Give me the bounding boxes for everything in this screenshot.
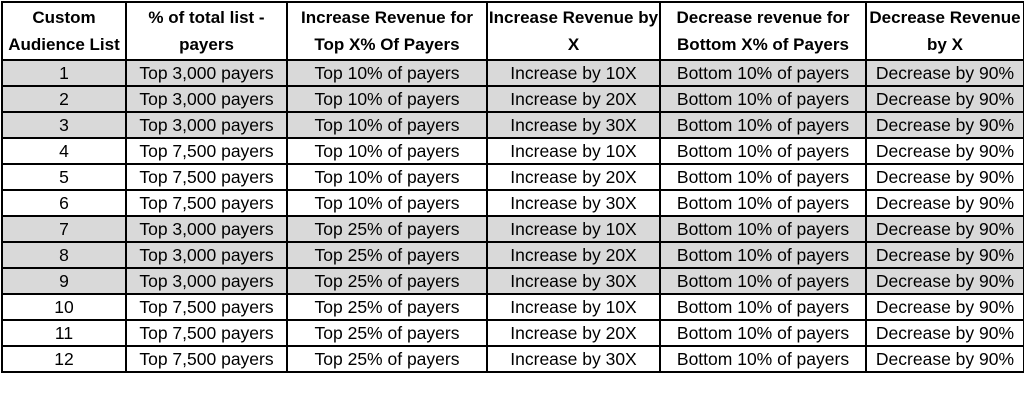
cell-payers-segment: Top 7,500 payers bbox=[125, 189, 288, 217]
cell-increase-top-segment: Top 10% of payers bbox=[286, 111, 488, 139]
cell-audience-list-number: 5 bbox=[1, 163, 127, 191]
cell-decrease-bottom-segment: Bottom 10% of payers bbox=[659, 111, 867, 139]
cell-decrease-amount: Decrease by 90% bbox=[865, 215, 1024, 243]
cell-increase-top-segment: Top 25% of payers bbox=[286, 345, 488, 373]
cell-increase-top-segment: Top 25% of payers bbox=[286, 267, 488, 295]
column-header-percent-of-total-list: % of total list - payers bbox=[125, 1, 288, 61]
table-body: 1 Top 3,000 payers Top 10% of payers Increa… bbox=[1, 59, 1024, 373]
cell-increase-multiplier: Increase by 20X bbox=[486, 241, 661, 269]
cell-audience-list-number: 4 bbox=[1, 137, 127, 165]
cell-decrease-bottom-segment: Bottom 10% of payers bbox=[659, 241, 867, 269]
cell-increase-top-segment: Top 10% of payers bbox=[286, 163, 488, 191]
cell-audience-list-number: 7 bbox=[1, 215, 127, 243]
table-row: 2 Top 3,000 payers Top 10% of payers Increa… bbox=[1, 85, 1024, 113]
table-row: 3 Top 3,000 payers Top 10% of payers Increa… bbox=[1, 111, 1024, 139]
cell-decrease-amount: Decrease by 90% bbox=[865, 345, 1024, 373]
table-row: 5 Top 7,500 payers Top 10% of payers Increa… bbox=[1, 163, 1024, 191]
cell-decrease-amount: Decrease by 90% bbox=[865, 111, 1024, 139]
cell-decrease-amount: Decrease by 90% bbox=[865, 241, 1024, 269]
cell-decrease-bottom-segment: Bottom 10% of payers bbox=[659, 85, 867, 113]
cell-audience-list-number: 12 bbox=[1, 345, 127, 373]
cell-decrease-bottom-segment: Bottom 10% of payers bbox=[659, 293, 867, 321]
cell-increase-top-segment: Top 25% of payers bbox=[286, 215, 488, 243]
cell-decrease-amount: Decrease by 90% bbox=[865, 293, 1024, 321]
cell-decrease-bottom-segment: Bottom 10% of payers bbox=[659, 137, 867, 165]
cell-decrease-amount: Decrease by 90% bbox=[865, 85, 1024, 113]
cell-payers-segment: Top 7,500 payers bbox=[125, 345, 288, 373]
cell-payers-segment: Top 7,500 payers bbox=[125, 293, 288, 321]
column-header-decrease-revenue-by-x: Decrease Revenue by X bbox=[865, 1, 1024, 61]
cell-increase-top-segment: Top 10% of payers bbox=[286, 137, 488, 165]
cell-audience-list-number: 2 bbox=[1, 85, 127, 113]
cell-audience-list-number: 10 bbox=[1, 293, 127, 321]
table-row: 4 Top 7,500 payers Top 10% of payers Increa… bbox=[1, 137, 1024, 165]
cell-increase-multiplier: Increase by 30X bbox=[486, 267, 661, 295]
cell-audience-list-number: 11 bbox=[1, 319, 127, 347]
table-row: 9 Top 3,000 payers Top 25% of payers Increa… bbox=[1, 267, 1024, 295]
cell-decrease-amount: Decrease by 90% bbox=[865, 137, 1024, 165]
cell-increase-top-segment: Top 10% of payers bbox=[286, 85, 488, 113]
cell-payers-segment: Top 7,500 payers bbox=[125, 319, 288, 347]
cell-increase-multiplier: Increase by 20X bbox=[486, 163, 661, 191]
cell-decrease-bottom-segment: Bottom 10% of payers bbox=[659, 267, 867, 295]
column-header-increase-revenue-by-x: Increase Revenue by X bbox=[486, 1, 661, 61]
cell-increase-multiplier: Increase by 10X bbox=[486, 137, 661, 165]
table-row: 10 Top 7,500 payers Top 25% of payers Incre… bbox=[1, 293, 1024, 321]
cell-decrease-amount: Decrease by 90% bbox=[865, 59, 1024, 87]
header-row: Custom Audience List % of total list - p… bbox=[1, 1, 1024, 61]
cell-decrease-amount: Decrease by 90% bbox=[865, 189, 1024, 217]
cell-payers-segment: Top 7,500 payers bbox=[125, 163, 288, 191]
table-row: 7 Top 3,000 payers Top 25% of payers Increa… bbox=[1, 215, 1024, 243]
cell-increase-multiplier: Increase by 10X bbox=[486, 293, 661, 321]
column-header-increase-revenue-top-payers: Increase Revenue for Top X% Of Payers bbox=[286, 1, 488, 61]
cell-increase-top-segment: Top 25% of payers bbox=[286, 293, 488, 321]
table-row: 11 Top 7,500 payers Top 25% of payers Incre… bbox=[1, 319, 1024, 347]
cell-decrease-amount: Decrease by 90% bbox=[865, 267, 1024, 295]
cell-increase-top-segment: Top 10% of payers bbox=[286, 189, 488, 217]
cell-payers-segment: Top 3,000 payers bbox=[125, 241, 288, 269]
cell-increase-top-segment: Top 25% of payers bbox=[286, 319, 488, 347]
table-row: 12 Top 7,500 payers Top 25% of payers Incre… bbox=[1, 345, 1024, 373]
table-row: 1 Top 3,000 payers Top 10% of payers Increa… bbox=[1, 59, 1024, 87]
cell-payers-segment: Top 3,000 payers bbox=[125, 267, 288, 295]
cell-audience-list-number: 6 bbox=[1, 189, 127, 217]
column-header-decrease-revenue-bottom-payers: Decrease revenue for Bottom X% of Payers bbox=[659, 1, 867, 61]
cell-increase-multiplier: Increase by 10X bbox=[486, 59, 661, 87]
cell-decrease-bottom-segment: Bottom 10% of payers bbox=[659, 189, 867, 217]
cell-audience-list-number: 3 bbox=[1, 111, 127, 139]
cell-increase-top-segment: Top 10% of payers bbox=[286, 59, 488, 87]
cell-decrease-bottom-segment: Bottom 10% of payers bbox=[659, 319, 867, 347]
cell-decrease-bottom-segment: Bottom 10% of payers bbox=[659, 163, 867, 191]
cell-increase-multiplier: Increase by 30X bbox=[486, 345, 661, 373]
cell-payers-segment: Top 3,000 payers bbox=[125, 85, 288, 113]
column-header-custom-audience-list: Custom Audience List bbox=[1, 1, 127, 61]
cell-audience-list-number: 9 bbox=[1, 267, 127, 295]
cell-decrease-amount: Decrease by 90% bbox=[865, 319, 1024, 347]
table-row: 6 Top 7,500 payers Top 10% of payers Increa… bbox=[1, 189, 1024, 217]
audience-list-table: Custom Audience List % of total list - p… bbox=[1, 1, 1024, 373]
cell-audience-list-number: 1 bbox=[1, 59, 127, 87]
cell-decrease-bottom-segment: Bottom 10% of payers bbox=[659, 345, 867, 373]
cell-increase-multiplier: Increase by 30X bbox=[486, 111, 661, 139]
cell-payers-segment: Top 3,000 payers bbox=[125, 59, 288, 87]
cell-increase-multiplier: Increase by 30X bbox=[486, 189, 661, 217]
cell-increase-top-segment: Top 25% of payers bbox=[286, 241, 488, 269]
cell-decrease-bottom-segment: Bottom 10% of payers bbox=[659, 215, 867, 243]
cell-increase-multiplier: Increase by 20X bbox=[486, 85, 661, 113]
cell-payers-segment: Top 3,000 payers bbox=[125, 215, 288, 243]
cell-audience-list-number: 8 bbox=[1, 241, 127, 269]
cell-decrease-amount: Decrease by 90% bbox=[865, 163, 1024, 191]
cell-payers-segment: Top 3,000 payers bbox=[125, 111, 288, 139]
cell-increase-multiplier: Increase by 10X bbox=[486, 215, 661, 243]
table-row: 8 Top 3,000 payers Top 25% of payers Increa… bbox=[1, 241, 1024, 269]
cell-increase-multiplier: Increase by 20X bbox=[486, 319, 661, 347]
cell-payers-segment: Top 7,500 payers bbox=[125, 137, 288, 165]
cell-decrease-bottom-segment: Bottom 10% of payers bbox=[659, 59, 867, 87]
